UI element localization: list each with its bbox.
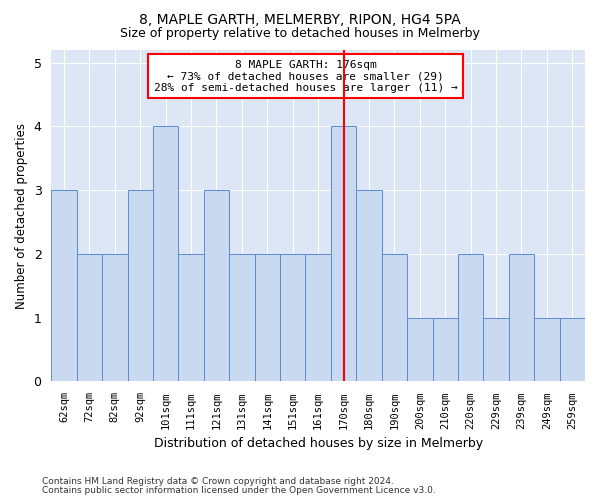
Bar: [534, 318, 560, 382]
Bar: [77, 254, 102, 382]
Bar: [102, 254, 128, 382]
Bar: [254, 254, 280, 382]
Bar: [204, 190, 229, 382]
Text: Contains HM Land Registry data © Crown copyright and database right 2024.: Contains HM Land Registry data © Crown c…: [42, 477, 394, 486]
Bar: [178, 254, 204, 382]
X-axis label: Distribution of detached houses by size in Melmerby: Distribution of detached houses by size …: [154, 437, 483, 450]
Bar: [280, 254, 305, 382]
Bar: [382, 254, 407, 382]
Bar: [128, 190, 153, 382]
Bar: [356, 190, 382, 382]
Text: 8, MAPLE GARTH, MELMERBY, RIPON, HG4 5PA: 8, MAPLE GARTH, MELMERBY, RIPON, HG4 5PA: [139, 12, 461, 26]
Bar: [153, 126, 178, 382]
Bar: [433, 318, 458, 382]
Bar: [560, 318, 585, 382]
Text: Size of property relative to detached houses in Melmerby: Size of property relative to detached ho…: [120, 28, 480, 40]
Y-axis label: Number of detached properties: Number of detached properties: [15, 122, 28, 308]
Bar: [458, 254, 484, 382]
Bar: [331, 126, 356, 382]
Bar: [484, 318, 509, 382]
Bar: [509, 254, 534, 382]
Bar: [229, 254, 254, 382]
Bar: [407, 318, 433, 382]
Bar: [305, 254, 331, 382]
Text: 8 MAPLE GARTH: 176sqm
← 73% of detached houses are smaller (29)
28% of semi-deta: 8 MAPLE GARTH: 176sqm ← 73% of detached …: [154, 60, 457, 93]
Bar: [51, 190, 77, 382]
Text: Contains public sector information licensed under the Open Government Licence v3: Contains public sector information licen…: [42, 486, 436, 495]
